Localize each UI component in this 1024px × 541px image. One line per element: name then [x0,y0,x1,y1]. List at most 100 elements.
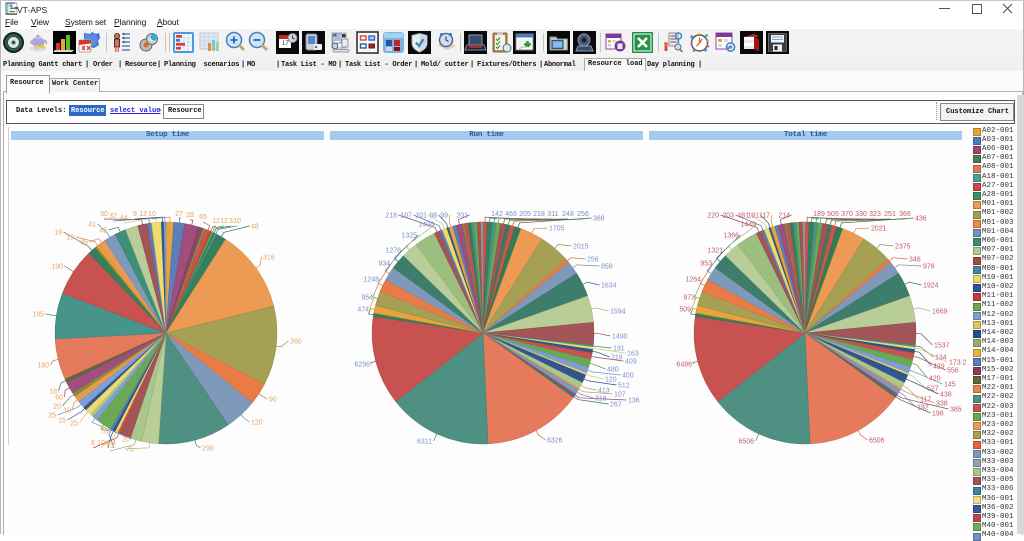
svg-text:90: 90 [269,397,277,404]
svg-text:203: 203 [722,213,734,220]
svg-text:20: 20 [122,437,130,444]
svg-text:163: 163 [627,351,639,358]
svg-text:1705: 1705 [549,226,565,233]
svg-text:12: 12 [139,211,147,218]
svg-text:12: 12 [220,218,228,225]
svg-text:1594: 1594 [610,309,626,316]
svg-text:318: 318 [595,396,607,403]
svg-text:429: 429 [933,364,945,371]
svg-text:48: 48 [251,224,259,231]
svg-text:256: 256 [587,257,599,264]
svg-text:400: 400 [622,373,634,380]
svg-text:10: 10 [97,440,105,447]
svg-text:214: 214 [778,213,790,220]
svg-text:480: 480 [607,367,619,374]
svg-text:976: 976 [923,264,935,271]
svg-text:189: 189 [813,211,825,218]
svg-text:192: 192 [917,405,929,412]
svg-text:107: 107 [614,392,626,399]
svg-text:10: 10 [148,211,156,218]
svg-text:256: 256 [577,211,589,218]
svg-text:88: 88 [429,213,437,220]
svg-text:76: 76 [100,429,108,436]
svg-text:205: 205 [519,211,531,218]
svg-text:474: 474 [357,307,369,314]
svg-text:65: 65 [199,214,207,221]
svg-text:19: 19 [54,230,62,237]
svg-text:954: 954 [361,295,373,302]
svg-text:6326: 6326 [547,438,563,445]
svg-text:190: 190 [51,264,63,271]
svg-text:191: 191 [747,213,759,220]
svg-text:346: 346 [909,257,921,264]
svg-text:15: 15 [58,418,66,425]
svg-text:953: 953 [700,261,712,268]
svg-text:6506: 6506 [738,439,754,446]
svg-text:1669: 1669 [932,309,948,316]
svg-text:27: 27 [175,211,183,218]
svg-text:131: 131 [613,346,625,353]
svg-text:73: 73 [106,443,114,450]
svg-text:41: 41 [88,222,96,229]
svg-text:201: 201 [415,213,427,220]
svg-text:436: 436 [915,216,927,223]
svg-text:1276: 1276 [385,248,401,255]
svg-text:117: 117 [759,213,770,220]
svg-text:19: 19 [66,235,74,242]
svg-text:466: 466 [505,211,517,218]
svg-text:195: 195 [32,312,44,319]
svg-text:323: 323 [869,211,881,218]
svg-text:388: 388 [593,216,605,223]
svg-text:248: 248 [562,211,574,218]
svg-text:218: 218 [533,211,545,218]
svg-text:360: 360 [290,339,302,346]
svg-text:6506: 6506 [869,438,885,445]
svg-text:28: 28 [186,212,194,219]
svg-text:8: 8 [91,440,95,447]
svg-text:1264: 1264 [685,277,701,284]
svg-text:1366: 1366 [723,233,739,240]
svg-text:10: 10 [63,408,71,415]
svg-text:180: 180 [37,363,49,370]
svg-text:338: 338 [936,401,948,408]
svg-text:1325: 1325 [401,233,417,240]
svg-text:12: 12 [212,218,220,225]
svg-text:409: 409 [625,359,637,366]
svg-text:17: 17 [282,41,289,47]
svg-text:509: 509 [679,307,691,314]
svg-text:1924: 1924 [923,283,939,290]
svg-text:1537: 1537 [934,343,950,350]
svg-text:556: 556 [947,368,959,375]
svg-text:934: 934 [378,261,390,268]
svg-text:2021: 2021 [871,226,887,233]
svg-text:1248: 1248 [363,277,379,284]
svg-text:505: 505 [827,211,839,218]
svg-text:4: 4 [112,440,116,447]
svg-text:6296: 6296 [354,362,370,369]
svg-text:99: 99 [440,213,448,220]
svg-text:1449: 1449 [740,222,756,229]
svg-text:6311: 6311 [417,439,432,446]
svg-text:218: 218 [385,213,397,220]
svg-text:35: 35 [80,240,88,247]
svg-text:1634: 1634 [601,283,617,290]
svg-text:60: 60 [55,395,63,402]
svg-text:201: 201 [456,213,468,220]
svg-text:37: 37 [109,213,117,220]
svg-text:311: 311 [547,211,558,218]
svg-text:420: 420 [929,376,941,383]
svg-text:30: 30 [100,211,108,218]
svg-text:136: 136 [628,398,640,405]
svg-text:267: 267 [610,402,622,409]
svg-text:120: 120 [605,377,617,384]
svg-text:20: 20 [53,404,61,411]
svg-text:316: 316 [263,255,275,262]
svg-text:973: 973 [683,295,695,302]
svg-text:438: 438 [940,392,952,399]
svg-text:107: 107 [400,213,412,220]
svg-text:142: 142 [491,211,503,218]
svg-text:2015: 2015 [573,244,589,251]
svg-text:25: 25 [48,413,56,420]
svg-text:145: 145 [944,382,956,389]
svg-text:6486: 6486 [676,362,692,369]
